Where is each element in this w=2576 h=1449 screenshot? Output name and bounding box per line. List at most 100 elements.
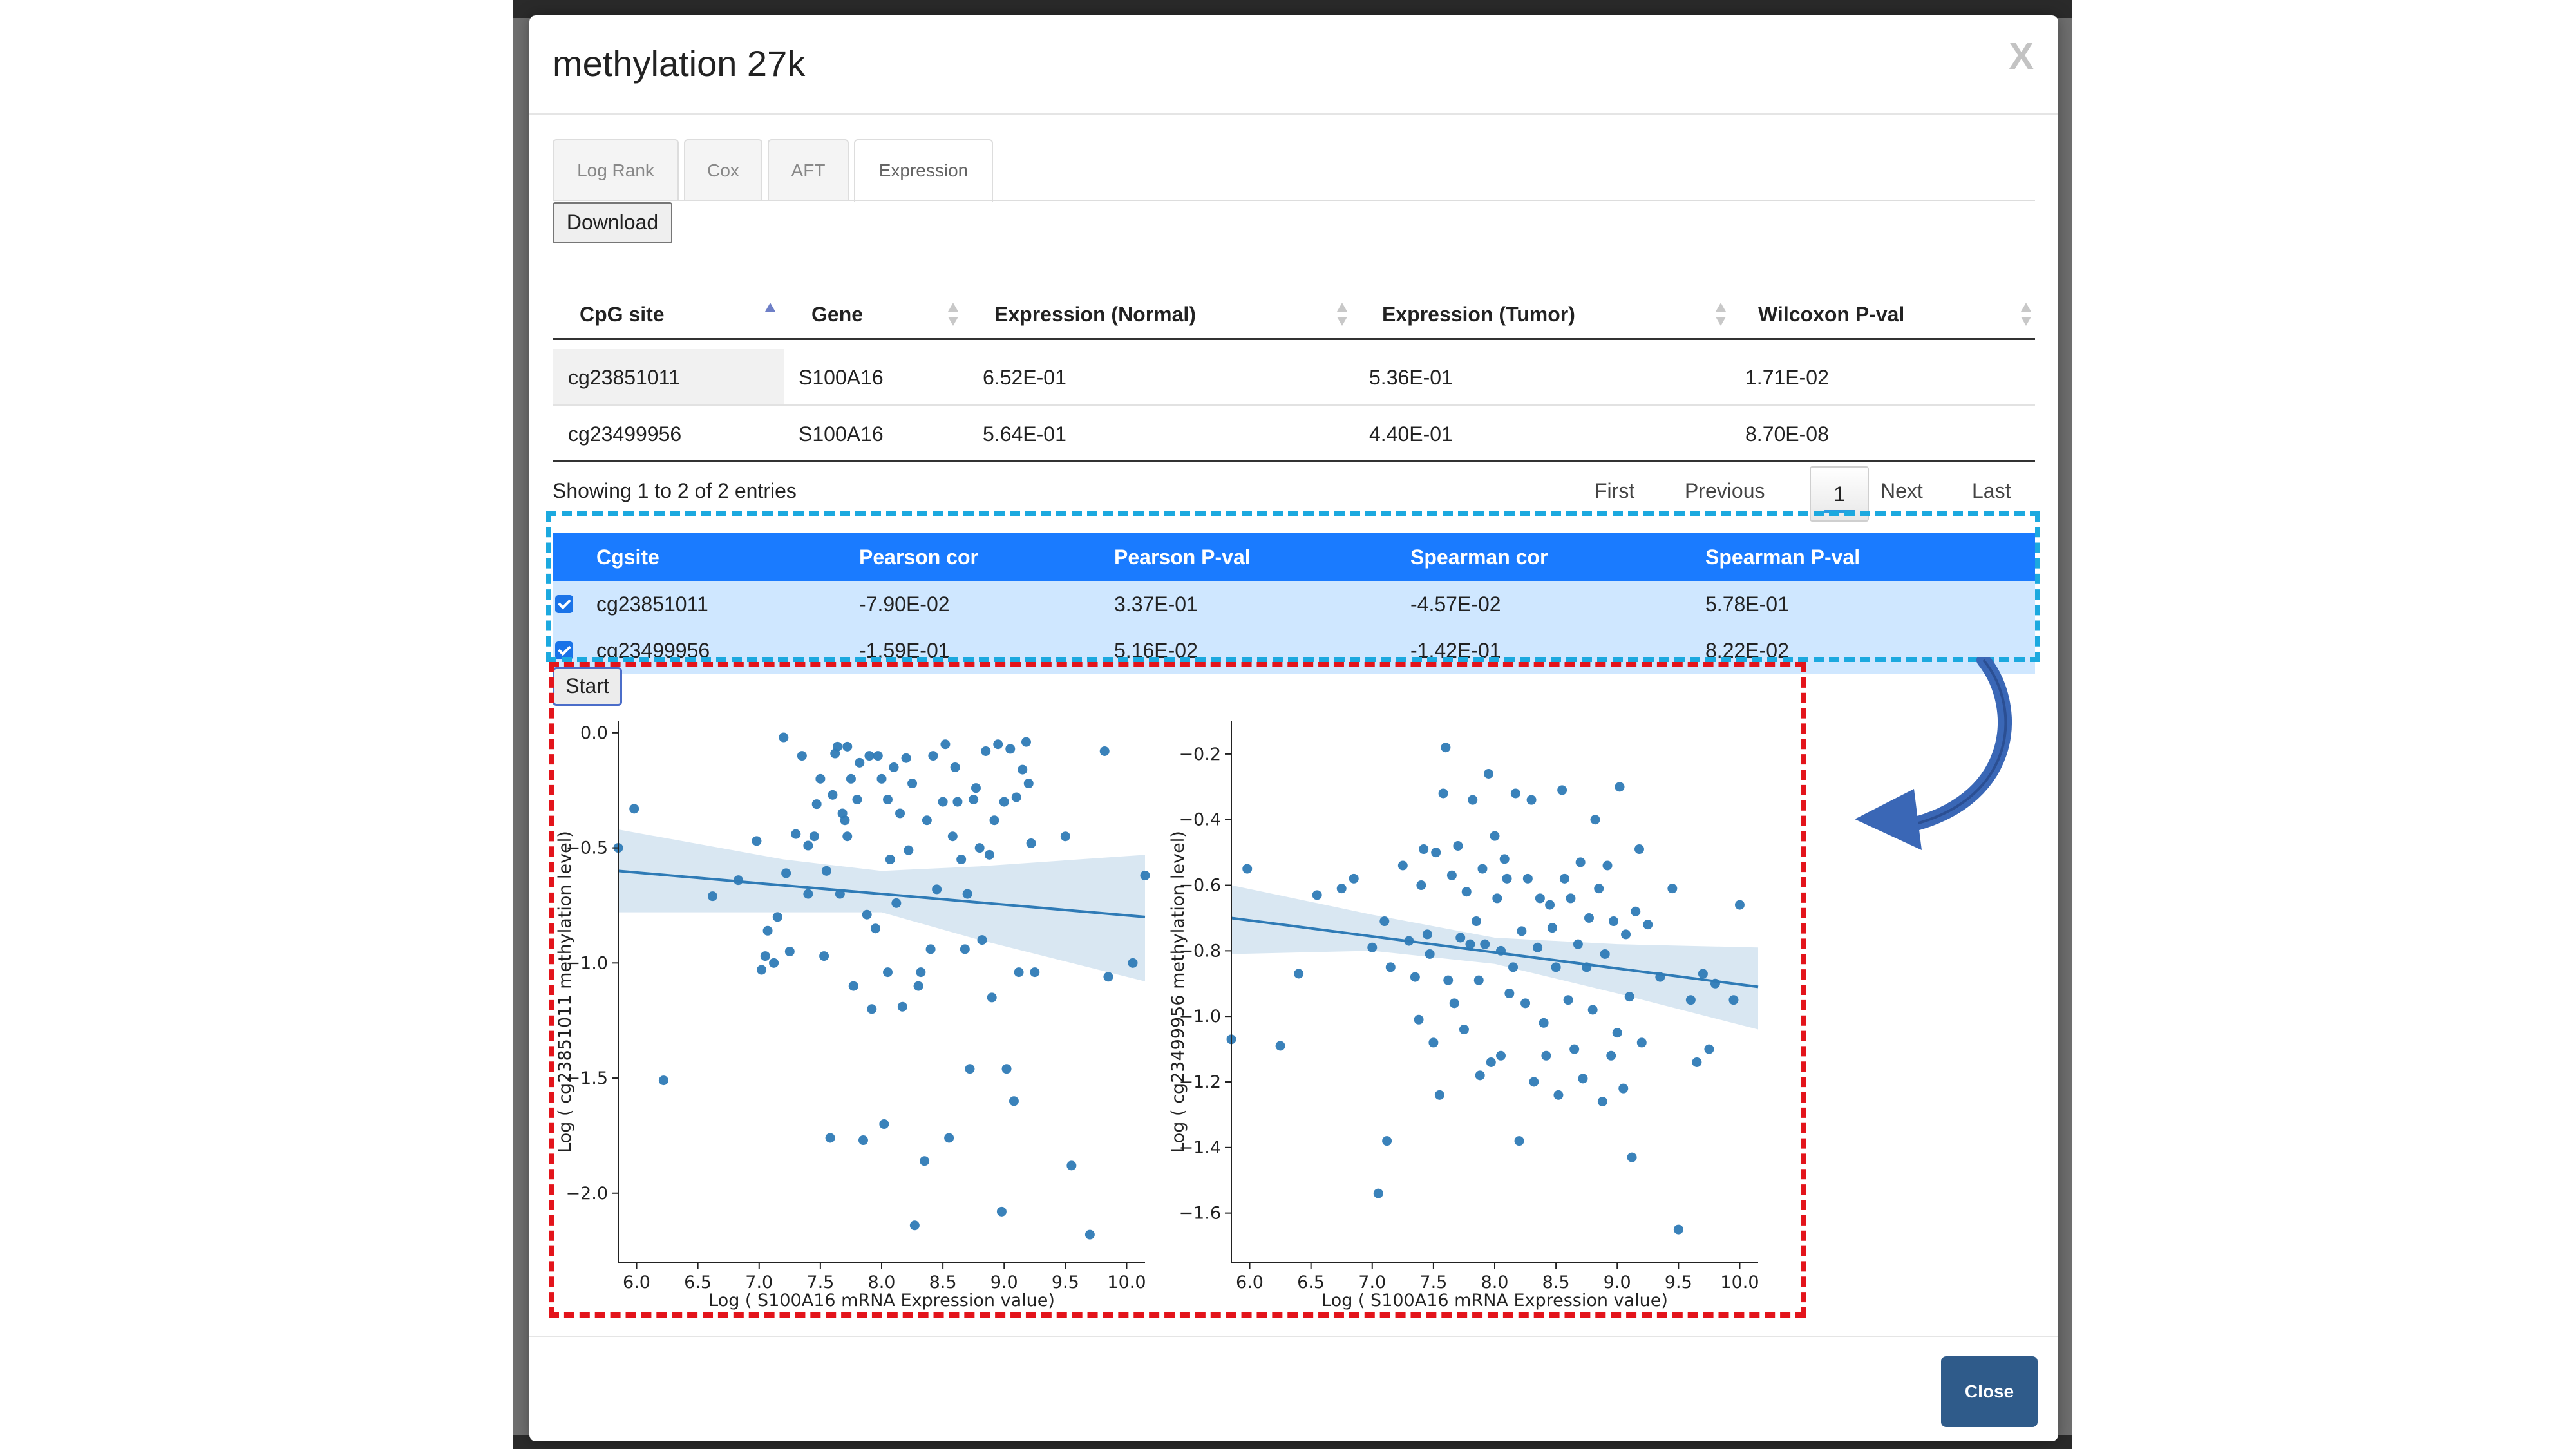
data-point — [752, 836, 762, 846]
data-point — [1508, 962, 1519, 972]
data-point — [1685, 995, 1696, 1005]
data-point — [825, 1133, 835, 1143]
data-point — [1499, 854, 1510, 864]
data-point — [757, 965, 767, 975]
data-point — [984, 849, 994, 860]
row-checkbox[interactable] — [555, 595, 573, 613]
tab-expression[interactable]: Expression — [854, 139, 993, 202]
cell-spearman-cor: -4.57E-02 — [1410, 592, 1501, 616]
data-point — [1009, 1096, 1019, 1106]
data-point — [1529, 1077, 1539, 1087]
header-expression-normal[interactable]: Expression (Normal) — [994, 303, 1196, 326]
data-point — [969, 795, 979, 805]
y-tick-label: −0.5 — [565, 838, 608, 858]
y-axis-label: Log ( cg23851011 methylation level) — [555, 831, 575, 1153]
data-point — [901, 753, 911, 763]
data-point — [1673, 1224, 1683, 1235]
row-checkbox[interactable] — [555, 641, 573, 659]
data-point — [1023, 779, 1034, 789]
data-point — [811, 799, 822, 810]
pager-previous[interactable]: Previous — [1685, 479, 1765, 502]
x-tick-label: 7.5 — [806, 1273, 834, 1293]
download-button[interactable]: Download — [553, 202, 672, 243]
y-tick-label: −0.6 — [1179, 876, 1221, 896]
cell-spearman-pval: 5.78E-01 — [1705, 592, 1789, 616]
data-point — [1459, 1025, 1469, 1035]
data-point — [1692, 1057, 1702, 1067]
cell-wilcoxon-pval: 1.71E-02 — [1745, 366, 1829, 389]
data-point — [1425, 949, 1435, 959]
pager-last[interactable]: Last — [1972, 479, 2011, 502]
data-point — [1631, 906, 1641, 916]
data-point — [1480, 939, 1490, 949]
y-tick-label: −0.8 — [1179, 941, 1221, 961]
x-tick-label: 6.0 — [1236, 1273, 1264, 1293]
tab-aft[interactable]: AFT — [768, 139, 849, 201]
data-point — [916, 967, 926, 978]
confidence-band — [618, 829, 1145, 981]
table-row[interactable]: cg23851011 -7.90E-02 3.37E-01 -4.57E-02 … — [553, 581, 2035, 627]
sort-icon[interactable] — [948, 303, 958, 328]
data-point — [885, 854, 895, 864]
data-point — [1018, 764, 1028, 775]
data-point — [1475, 1070, 1485, 1081]
sort-icon[interactable] — [765, 303, 775, 328]
data-point — [815, 773, 826, 784]
data-point — [828, 790, 838, 800]
x-axis-label: Log ( S100A16 mRNA Expression value) — [708, 1291, 1055, 1310]
data-point — [864, 751, 875, 761]
data-point — [1005, 744, 1016, 754]
header-expression-tumor[interactable]: Expression (Tumor) — [1382, 303, 1575, 326]
data-point — [1453, 840, 1463, 851]
tab-log-rank[interactable]: Log Rank — [553, 139, 679, 201]
data-point — [1541, 1050, 1551, 1061]
header-gene[interactable]: Gene — [811, 303, 864, 326]
data-point — [944, 1133, 954, 1143]
data-point — [848, 981, 858, 991]
data-point — [1612, 1028, 1622, 1038]
cell-gene: S100A16 — [799, 422, 884, 446]
data-point — [867, 1004, 877, 1014]
data-point — [1566, 893, 1576, 904]
y-tick-label: −1.2 — [1179, 1072, 1221, 1092]
pager-first[interactable]: First — [1595, 479, 1635, 502]
start-button[interactable]: Start — [553, 667, 622, 706]
data-point — [1084, 1229, 1095, 1240]
data-point — [928, 751, 938, 761]
data-point — [1698, 969, 1708, 979]
data-point — [956, 854, 967, 864]
data-point — [1103, 972, 1113, 982]
cell-expression-tumor: 4.40E-01 — [1369, 422, 1453, 446]
cell-expression-tumor: 5.36E-01 — [1369, 366, 1453, 389]
data-point — [938, 797, 948, 807]
close-button[interactable]: Close — [1941, 1356, 2038, 1427]
data-point — [1728, 995, 1739, 1005]
data-point — [1428, 1037, 1439, 1048]
data-point — [904, 845, 914, 855]
header-cpg-site[interactable]: CpG site — [580, 303, 665, 326]
data-point — [1559, 873, 1569, 884]
cell-cpg-site: cg23499956 — [568, 422, 682, 446]
x-tick-label: 8.5 — [1542, 1273, 1570, 1293]
sort-icon[interactable] — [2021, 303, 2031, 328]
data-point — [1275, 1041, 1285, 1051]
data-point — [821, 866, 831, 876]
data-point — [803, 889, 813, 899]
tab-cox[interactable]: Cox — [684, 139, 762, 201]
header-wilcoxon-pval[interactable]: Wilcoxon P-val — [1758, 303, 1905, 326]
header-cgsite: Cgsite — [596, 545, 659, 569]
table-info: Showing 1 to 2 of 2 entries — [553, 479, 797, 502]
data-point — [977, 935, 987, 945]
data-point — [1514, 1136, 1524, 1146]
y-tick-label: −1.0 — [565, 953, 608, 973]
sort-icon[interactable] — [1337, 303, 1347, 328]
data-point — [1510, 788, 1520, 799]
close-x-icon[interactable]: X — [2009, 35, 2034, 77]
data-point — [1502, 873, 1512, 884]
data-point — [1349, 873, 1359, 884]
data-point — [1618, 1083, 1629, 1094]
pager-next[interactable]: Next — [1880, 479, 1923, 502]
data-point — [965, 1064, 975, 1074]
data-point — [1643, 920, 1653, 930]
sort-icon[interactable] — [1716, 303, 1726, 328]
